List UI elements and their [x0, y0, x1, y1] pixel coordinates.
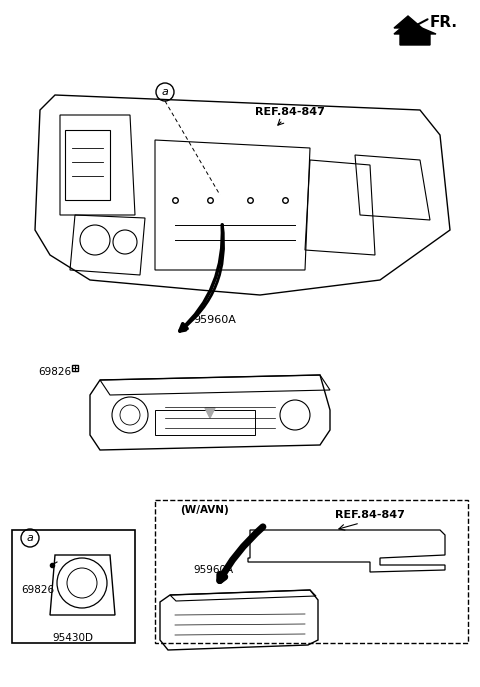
- Text: 95430D: 95430D: [52, 633, 94, 643]
- Polygon shape: [394, 16, 422, 28]
- Text: 69826: 69826: [22, 585, 55, 595]
- Text: REF.84-847: REF.84-847: [255, 107, 325, 117]
- Text: (W/AVN): (W/AVN): [180, 505, 229, 515]
- Bar: [12, 530, 135, 643]
- FancyArrowPatch shape: [220, 527, 263, 581]
- Bar: [155, 410, 255, 435]
- Text: 95960A: 95960A: [193, 565, 233, 575]
- Text: REF.84-847: REF.84-847: [335, 510, 405, 520]
- Polygon shape: [394, 22, 436, 45]
- Text: 95960A: 95960A: [193, 315, 237, 325]
- Text: 69826: 69826: [38, 367, 72, 377]
- Text: FR.: FR.: [430, 14, 458, 30]
- Text: a: a: [26, 533, 34, 543]
- FancyArrowPatch shape: [180, 225, 222, 330]
- Text: a: a: [162, 87, 168, 97]
- Bar: [155, 500, 468, 643]
- Polygon shape: [205, 408, 215, 418]
